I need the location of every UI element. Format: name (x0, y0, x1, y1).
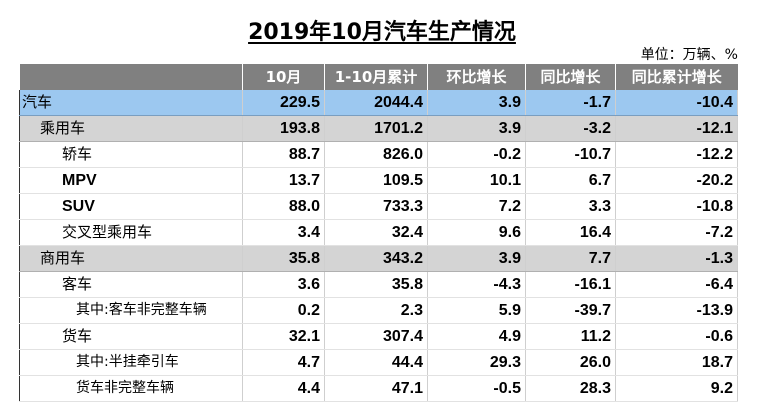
cell-yoy: 26.0 (525, 349, 616, 376)
header-category (19, 64, 243, 90)
table-row: 乘用车 193.8 1701.2 3.9 -3.2 -12.1 (19, 115, 738, 142)
cell-ytd-yoy: -1.3 (615, 245, 738, 272)
cell-yoy: -3.2 (525, 115, 616, 142)
cell-ytd: 1701.2 (324, 115, 428, 142)
cell-ytd-yoy: -13.9 (615, 297, 738, 324)
table-row: 汽车 229.5 2044.4 3.9 -1.7 -10.4 (19, 90, 738, 116)
header-ytd-yoy: 同比累计增长 (615, 64, 738, 90)
cell-ytd-yoy: -12.2 (615, 141, 738, 168)
table-row: SUV 88.0 733.3 7.2 3.3 -10.8 (19, 193, 738, 220)
table-header-row: 10月 1-10月累计 环比增长 同比增长 同比累计增长 (19, 64, 738, 90)
cell-october: 193.8 (242, 115, 325, 142)
cell-october: 3.4 (242, 219, 325, 246)
cell-yoy: -10.7 (525, 141, 616, 168)
cell-yoy: 16.4 (525, 219, 616, 246)
cell-mom: 10.1 (427, 167, 526, 194)
cell-yoy: -39.7 (525, 297, 616, 324)
cell-ytd-yoy: -20.2 (615, 167, 738, 194)
row-label: 轿车 (19, 141, 243, 168)
table-row: 其中:客车非完整车辆 0.2 2.3 5.9 -39.7 -13.9 (19, 297, 738, 324)
cell-ytd: 47.1 (324, 375, 428, 402)
cell-ytd: 307.4 (324, 323, 428, 350)
cell-october: 229.5 (242, 90, 325, 116)
cell-ytd: 44.4 (324, 349, 428, 376)
cell-october: 0.2 (242, 297, 325, 324)
cell-ytd: 826.0 (324, 141, 428, 168)
cell-ytd-yoy: -6.4 (615, 271, 738, 298)
row-label: 交叉型乘用车 (19, 219, 243, 246)
cell-yoy: 3.3 (525, 193, 616, 220)
cell-ytd: 35.8 (324, 271, 428, 298)
cell-mom: 3.9 (427, 245, 526, 272)
table-row: 货车 32.1 307.4 4.9 11.2 -0.6 (19, 323, 738, 350)
table-row: 轿车 88.7 826.0 -0.2 -10.7 -12.2 (19, 141, 738, 168)
cell-mom: 7.2 (427, 193, 526, 220)
cell-mom: 29.3 (427, 349, 526, 376)
table-row: 货车非完整车辆 4.4 47.1 -0.5 28.3 9.2 (19, 375, 738, 402)
header-october: 10月 (242, 64, 325, 90)
cell-mom: 5.9 (427, 297, 526, 324)
cell-ytd: 2.3 (324, 297, 428, 324)
cell-october: 4.4 (242, 375, 325, 402)
header-ytd: 1-10月累计 (324, 64, 428, 90)
cell-ytd: 733.3 (324, 193, 428, 220)
table-row: 客车 3.6 35.8 -4.3 -16.1 -6.4 (19, 271, 738, 298)
page-title: 2019年10月汽车生产情况 (248, 20, 516, 45)
cell-yoy: 28.3 (525, 375, 616, 402)
cell-yoy: 6.7 (525, 167, 616, 194)
unit-note: 单位：万辆、% (640, 47, 738, 63)
cell-ytd: 109.5 (324, 167, 428, 194)
cell-ytd-yoy: -0.6 (615, 323, 738, 350)
cell-yoy: -1.7 (525, 90, 616, 116)
cell-ytd-yoy: -10.4 (615, 90, 738, 116)
row-label: 乘用车 (19, 115, 243, 142)
row-label: 汽车 (19, 90, 243, 116)
cell-october: 32.1 (242, 323, 325, 350)
row-label: 其中:半挂牵引车 (19, 349, 243, 376)
cell-ytd-yoy: 9.2 (615, 375, 738, 402)
header-mom: 环比增长 (427, 64, 526, 90)
cell-yoy: 11.2 (525, 323, 616, 350)
table-row: 商用车 35.8 343.2 3.9 7.7 -1.3 (19, 245, 738, 272)
cell-mom: 4.9 (427, 323, 526, 350)
row-label: 商用车 (19, 245, 243, 272)
table-row: MPV 13.7 109.5 10.1 6.7 -20.2 (19, 167, 738, 194)
cell-ytd-yoy: -10.8 (615, 193, 738, 220)
row-label: 其中:客车非完整车辆 (19, 297, 243, 324)
cell-mom: -0.2 (427, 141, 526, 168)
cell-yoy: 7.7 (525, 245, 616, 272)
row-label: 货车 (19, 323, 243, 350)
cell-mom: -4.3 (427, 271, 526, 298)
cell-october: 88.7 (242, 141, 325, 168)
cell-mom: 3.9 (427, 90, 526, 116)
cell-ytd: 343.2 (324, 245, 428, 272)
cell-october: 4.7 (242, 349, 325, 376)
cell-mom: 3.9 (427, 115, 526, 142)
cell-mom: 9.6 (427, 219, 526, 246)
cell-ytd-yoy: -7.2 (615, 219, 738, 246)
production-table: 10月 1-10月累计 环比增长 同比增长 同比累计增长 汽车 229.5 20… (19, 64, 738, 402)
row-label: 货车非完整车辆 (19, 375, 243, 402)
cell-yoy: -16.1 (525, 271, 616, 298)
cell-october: 88.0 (242, 193, 325, 220)
cell-ytd: 2044.4 (324, 90, 428, 116)
cell-october: 35.8 (242, 245, 325, 272)
row-label: 客车 (19, 271, 243, 298)
cell-mom: -0.5 (427, 375, 526, 402)
cell-ytd: 32.4 (324, 219, 428, 246)
row-label: SUV (19, 193, 243, 220)
table-row: 交叉型乘用车 3.4 32.4 9.6 16.4 -7.2 (19, 219, 738, 246)
cropped-header-fragment (60, 0, 360, 4)
cell-october: 13.7 (242, 167, 325, 194)
cell-ytd-yoy: -12.1 (615, 115, 738, 142)
cell-ytd-yoy: 18.7 (615, 349, 738, 376)
cell-october: 3.6 (242, 271, 325, 298)
table-row: 其中:半挂牵引车 4.7 44.4 29.3 26.0 18.7 (19, 349, 738, 376)
row-label: MPV (19, 167, 243, 194)
header-yoy: 同比增长 (525, 64, 616, 90)
